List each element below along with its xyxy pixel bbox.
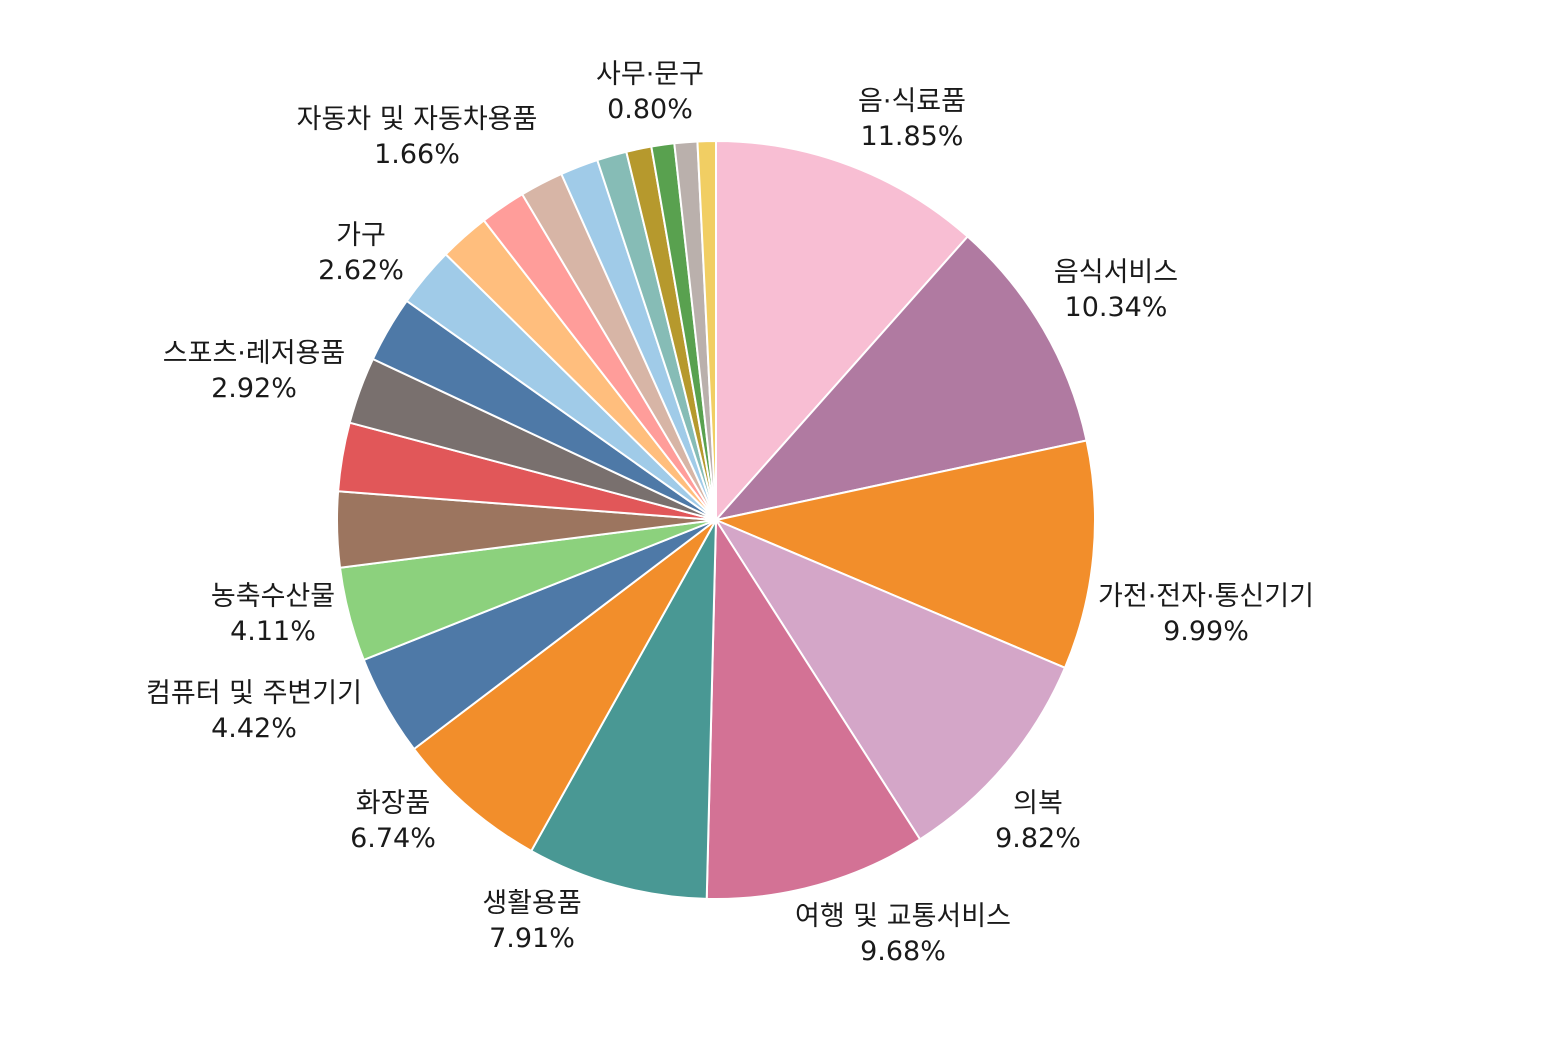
pie-slice-6 <box>412 519 717 853</box>
slice-label-name: 사무·문구 <box>596 59 704 90</box>
slice-label-name: 가전·전자·통신기기 <box>1098 581 1314 612</box>
slice-label-value: 11.85% <box>861 121 964 152</box>
pie-slice-3 <box>713 517 1067 841</box>
slice-label-value: 6.74% <box>350 823 436 854</box>
slice-label-name: 여행 및 교통서비스 <box>795 901 1011 932</box>
slice-label-value: 0.80% <box>607 94 693 125</box>
slice-label-value: 2.62% <box>318 255 404 286</box>
slice-labels: 음·식료품 11.85% 음식서비스 10.34% 가전·전자·통신기기 9.99% 의복 9… <box>146 59 1314 967</box>
slice-label-value: 1.66% <box>374 139 460 170</box>
pie-slice-22 <box>696 139 717 521</box>
slice-label-value: 7.91% <box>489 923 575 954</box>
slice-label-name: 농축수산물 <box>211 581 335 612</box>
slice-label-name: 화장품 <box>356 788 431 819</box>
slice-label-name: 컴퓨터 및 주변기기 <box>146 678 362 709</box>
pie-slice-4 <box>705 516 922 900</box>
slice-label-value: 4.42% <box>211 713 297 744</box>
pie-slice-0 <box>715 139 970 523</box>
pie-slice-1 <box>713 235 1088 522</box>
pie-slice-5 <box>529 519 717 900</box>
slice-label-name: 의복 <box>1013 788 1063 819</box>
slice-label-name: 가구 <box>336 220 386 251</box>
pie-slice-2 <box>712 439 1096 670</box>
slice-label-value: 2.92% <box>211 373 297 404</box>
slice-label-name: 음·식료품 <box>858 86 966 117</box>
slice-label-name: 스포츠·레저용품 <box>163 338 345 369</box>
slice-label-value: 9.82% <box>995 823 1081 854</box>
pie-slices <box>336 139 1096 900</box>
slice-label-value: 9.99% <box>1163 616 1249 647</box>
slice-label-value: 4.11% <box>230 616 316 647</box>
slice-label-name: 자동차 및 자동차용품 <box>297 104 538 135</box>
slice-label-value: 9.68% <box>860 936 946 967</box>
slice-label-value: 10.34% <box>1065 292 1168 323</box>
slice-label-name: 음식서비스 <box>1054 257 1178 288</box>
slice-label-name: 생활용품 <box>482 888 581 919</box>
